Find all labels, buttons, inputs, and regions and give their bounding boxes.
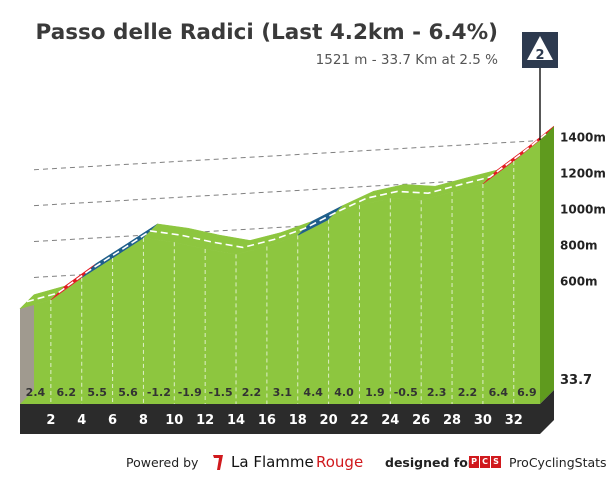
procyclingstats-link[interactable]: ProCyclingStats bbox=[509, 455, 607, 470]
elevation-label: 800m bbox=[560, 238, 598, 252]
powered-by-text: Powered by bbox=[126, 455, 199, 470]
km-label: 8 bbox=[139, 413, 148, 428]
km-label: 2 bbox=[46, 413, 55, 428]
km-label: 12 bbox=[196, 413, 214, 428]
end-distance-label: 33.7 bbox=[560, 373, 592, 388]
designed-for-text: designed for bbox=[385, 455, 474, 470]
gradient-label: 2.2 bbox=[242, 386, 262, 399]
gradient-label: 6.9 bbox=[517, 386, 537, 399]
pcs-letter-s: S bbox=[491, 456, 501, 468]
elevation-label: 1400m bbox=[560, 131, 606, 145]
km-label: 18 bbox=[289, 413, 307, 428]
elevation-labels: 600m 800m 1000m 1200m 1400m bbox=[560, 131, 606, 289]
elevation-gridline bbox=[33, 139, 555, 171]
distance-base bbox=[20, 390, 554, 434]
gradient-label: 3.1 bbox=[273, 386, 293, 399]
km-label: 10 bbox=[165, 413, 183, 428]
profile-centerline bbox=[26, 132, 548, 303]
brand-la-flamme[interactable]: La Flamme bbox=[231, 453, 314, 471]
profile-dashed-line bbox=[26, 132, 548, 303]
elevation-label: 1200m bbox=[560, 167, 606, 181]
pcs-letter-p: P bbox=[469, 456, 479, 468]
km-label: 16 bbox=[258, 413, 276, 428]
gradient-label: 5.5 bbox=[87, 386, 107, 399]
pcs-logo-icon[interactable]: P C S bbox=[469, 456, 501, 468]
elevation-label: 600m bbox=[560, 274, 598, 288]
pcs-letter-c: C bbox=[480, 456, 490, 468]
gradient-label: -1.2 bbox=[147, 386, 171, 399]
chart-subtitle: 1521 m - 33.7 Km at 2.5 % bbox=[315, 52, 498, 68]
profile-walls bbox=[20, 126, 554, 404]
km-label: 4 bbox=[77, 413, 86, 428]
km-label: 6 bbox=[108, 413, 117, 428]
km-label: 14 bbox=[227, 413, 245, 428]
km-label: 28 bbox=[443, 413, 461, 428]
profile-right-wall bbox=[540, 126, 554, 404]
km-label: 30 bbox=[474, 413, 492, 428]
gradient-label: -1.9 bbox=[178, 386, 202, 399]
gradient-label: 1.9 bbox=[365, 386, 385, 399]
elevation-label: 1000m bbox=[560, 203, 606, 217]
distance-base-bar bbox=[20, 390, 554, 434]
segment-dividers bbox=[50, 161, 515, 404]
gradient-label: 6.2 bbox=[57, 386, 77, 399]
gradient-labels: 2.4 6.2 5.5 5.6 -1.2 -1.9 -1.5 2.2 3.1 4.4 4.0 1.9-… bbox=[26, 386, 537, 399]
chart-title: Passo delle Radici (Last 4.2km - 6.4%) bbox=[35, 20, 498, 45]
km-label: 20 bbox=[320, 413, 338, 428]
gradient-label: 4.0 bbox=[334, 386, 354, 399]
km-label: 22 bbox=[350, 413, 368, 428]
gradient-label: 2.4 bbox=[26, 386, 46, 399]
gradient-label: 4.4 bbox=[303, 386, 323, 399]
profile-start-wall bbox=[20, 294, 34, 404]
brand-rouge[interactable]: Rouge bbox=[316, 453, 364, 471]
gradient-label: 5.6 bbox=[118, 386, 138, 399]
flame-logo-icon bbox=[213, 455, 223, 470]
climb-category-badge: 2 bbox=[522, 32, 558, 68]
gradient-label: -0.5 bbox=[394, 386, 418, 399]
climb-category-icon bbox=[527, 36, 553, 60]
km-label: 24 bbox=[381, 413, 399, 428]
km-label: 32 bbox=[505, 413, 523, 428]
profile-front-wall bbox=[20, 140, 540, 404]
gradient-label: 6.4 bbox=[489, 386, 509, 399]
gradient-label: 2.2 bbox=[458, 386, 478, 399]
gradient-label: 2.3 bbox=[427, 386, 447, 399]
gradient-label: -1.5 bbox=[209, 386, 233, 399]
km-label: 26 bbox=[412, 413, 430, 428]
climb-category-label: 2 bbox=[535, 47, 545, 63]
